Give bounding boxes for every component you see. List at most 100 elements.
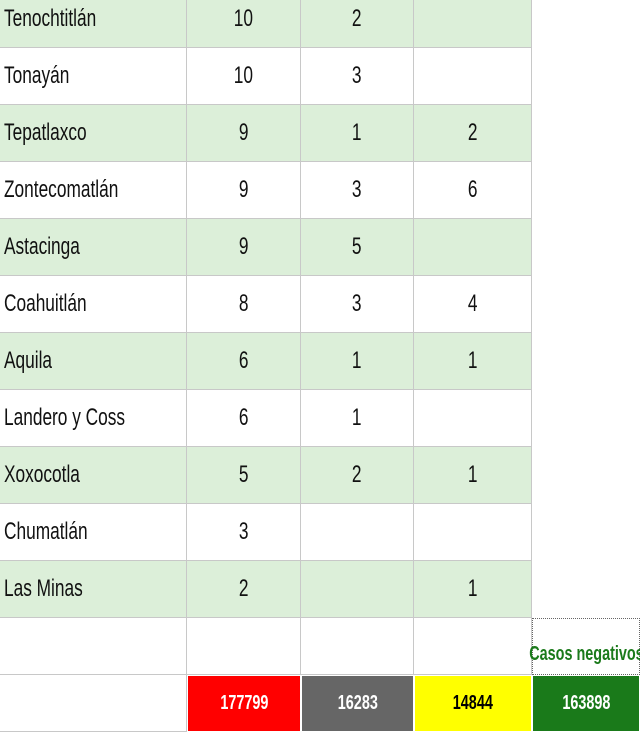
value-cell: 9 — [187, 105, 301, 162]
cell-text: 10 — [233, 62, 254, 89]
value-cell: 3 — [301, 162, 414, 219]
cell-text: Casos negativos — [528, 643, 640, 665]
municipality-cell: Tenochtitlán — [0, 0, 187, 48]
blank-cell — [532, 333, 640, 390]
cell-text: 3 — [352, 290, 362, 317]
value-cell — [414, 504, 532, 561]
municipality-cell: Xoxocotla — [0, 447, 187, 504]
cell-text: 10 — [233, 5, 254, 32]
value-cell — [414, 48, 532, 105]
value-cell: 8 — [187, 276, 301, 333]
cell-text: 163898 — [561, 692, 611, 714]
municipality-cell: Las Minas — [0, 561, 187, 618]
blank-cell — [532, 276, 640, 333]
cell-text: 8 — [238, 290, 249, 317]
cell-text: 2 — [467, 119, 478, 146]
value-cell: 1 — [414, 561, 532, 618]
cell-text: 14844 — [452, 692, 494, 714]
blank-cell — [0, 618, 187, 675]
value-cell: 2 — [414, 105, 532, 162]
blank-cell — [532, 447, 640, 504]
total-cell: 16283 — [301, 675, 414, 732]
value-cell: 10 — [187, 0, 301, 48]
value-cell: 1 — [301, 105, 414, 162]
cell-text: 9 — [238, 176, 249, 203]
blank-cell — [532, 504, 640, 561]
blank-cell — [532, 105, 640, 162]
value-cell: 2 — [187, 561, 301, 618]
cell-text: Tonayán — [4, 62, 70, 89]
blank-cell — [532, 561, 640, 618]
cell-text: 177799 — [219, 692, 269, 714]
blank-cell — [532, 390, 640, 447]
value-cell — [414, 219, 532, 276]
blank-cell — [301, 618, 414, 675]
cell-text: 6 — [467, 176, 478, 203]
blank-cell — [187, 618, 301, 675]
cell-text: Chumatlán — [4, 518, 88, 545]
cell-text: 2 — [352, 461, 362, 488]
value-cell: 1 — [301, 390, 414, 447]
value-cell: 5 — [301, 219, 414, 276]
cell-text: 5 — [238, 461, 249, 488]
cell-text: 3 — [238, 518, 249, 545]
cell-text: 5 — [352, 233, 362, 260]
blank-cell — [0, 675, 187, 732]
blank-cell — [532, 48, 640, 105]
cell-text: Tenochtitlán — [4, 5, 97, 32]
municipality-cell: Landero y Coss — [0, 390, 187, 447]
negatives-label: Casos negativos — [528, 618, 640, 675]
municipality-cell: Astacinga — [0, 219, 187, 276]
cell-text: 1 — [352, 347, 362, 374]
cell-text: 1 — [352, 119, 362, 146]
cell-text: Xoxocotla — [4, 461, 80, 488]
value-cell: 6 — [414, 162, 532, 219]
value-cell: 3 — [187, 504, 301, 561]
blank-cell — [532, 0, 640, 48]
cell-text: 2 — [352, 5, 362, 32]
value-cell — [301, 561, 414, 618]
blank-cell — [532, 162, 640, 219]
value-cell: 10 — [187, 48, 301, 105]
value-cell: 1 — [414, 333, 532, 390]
cell-text: 4 — [467, 290, 478, 317]
cell-text: 6 — [238, 404, 249, 431]
municipality-cell: Chumatlán — [0, 504, 187, 561]
value-cell — [414, 390, 532, 447]
municipality-cell: Tonayán — [0, 48, 187, 105]
blank-cell — [532, 219, 640, 276]
cell-text: 2 — [238, 575, 249, 602]
value-cell: 1 — [414, 447, 532, 504]
cell-text: 9 — [238, 119, 249, 146]
cell-text: Landero y Coss — [4, 404, 126, 431]
cell-text: 9 — [238, 233, 249, 260]
cell-text: Tepatlaxco — [4, 119, 87, 146]
value-cell: 9 — [187, 162, 301, 219]
value-cell: 2 — [301, 447, 414, 504]
value-cell: 6 — [187, 390, 301, 447]
cell-text: Zontecomatlán — [4, 176, 119, 203]
cell-text: 1 — [467, 461, 478, 488]
blank-cell — [414, 618, 532, 675]
cell-text: Las Minas — [4, 575, 83, 602]
value-cell: 9 — [187, 219, 301, 276]
cell-text: 3 — [352, 176, 362, 203]
cell-text: 3 — [352, 62, 362, 89]
cell-text: Coahuitlán — [4, 290, 87, 317]
value-cell: 1 — [301, 333, 414, 390]
cell-text: 1 — [467, 575, 478, 602]
municipality-cell: Tepatlaxco — [0, 105, 187, 162]
value-cell: 3 — [301, 48, 414, 105]
value-cell: 2 — [301, 0, 414, 48]
total-cell: 177799 — [187, 675, 301, 732]
value-cell: 6 — [187, 333, 301, 390]
cell-text: 16283 — [337, 692, 378, 714]
value-cell — [414, 0, 532, 48]
total-cell: 163898 — [532, 675, 640, 732]
municipality-cell: Coahuitlán — [0, 276, 187, 333]
cell-text: 1 — [467, 347, 478, 374]
cell-text: Astacinga — [4, 233, 80, 260]
municipality-cell: Zontecomatlán — [0, 162, 187, 219]
cell-text: 6 — [238, 347, 249, 374]
